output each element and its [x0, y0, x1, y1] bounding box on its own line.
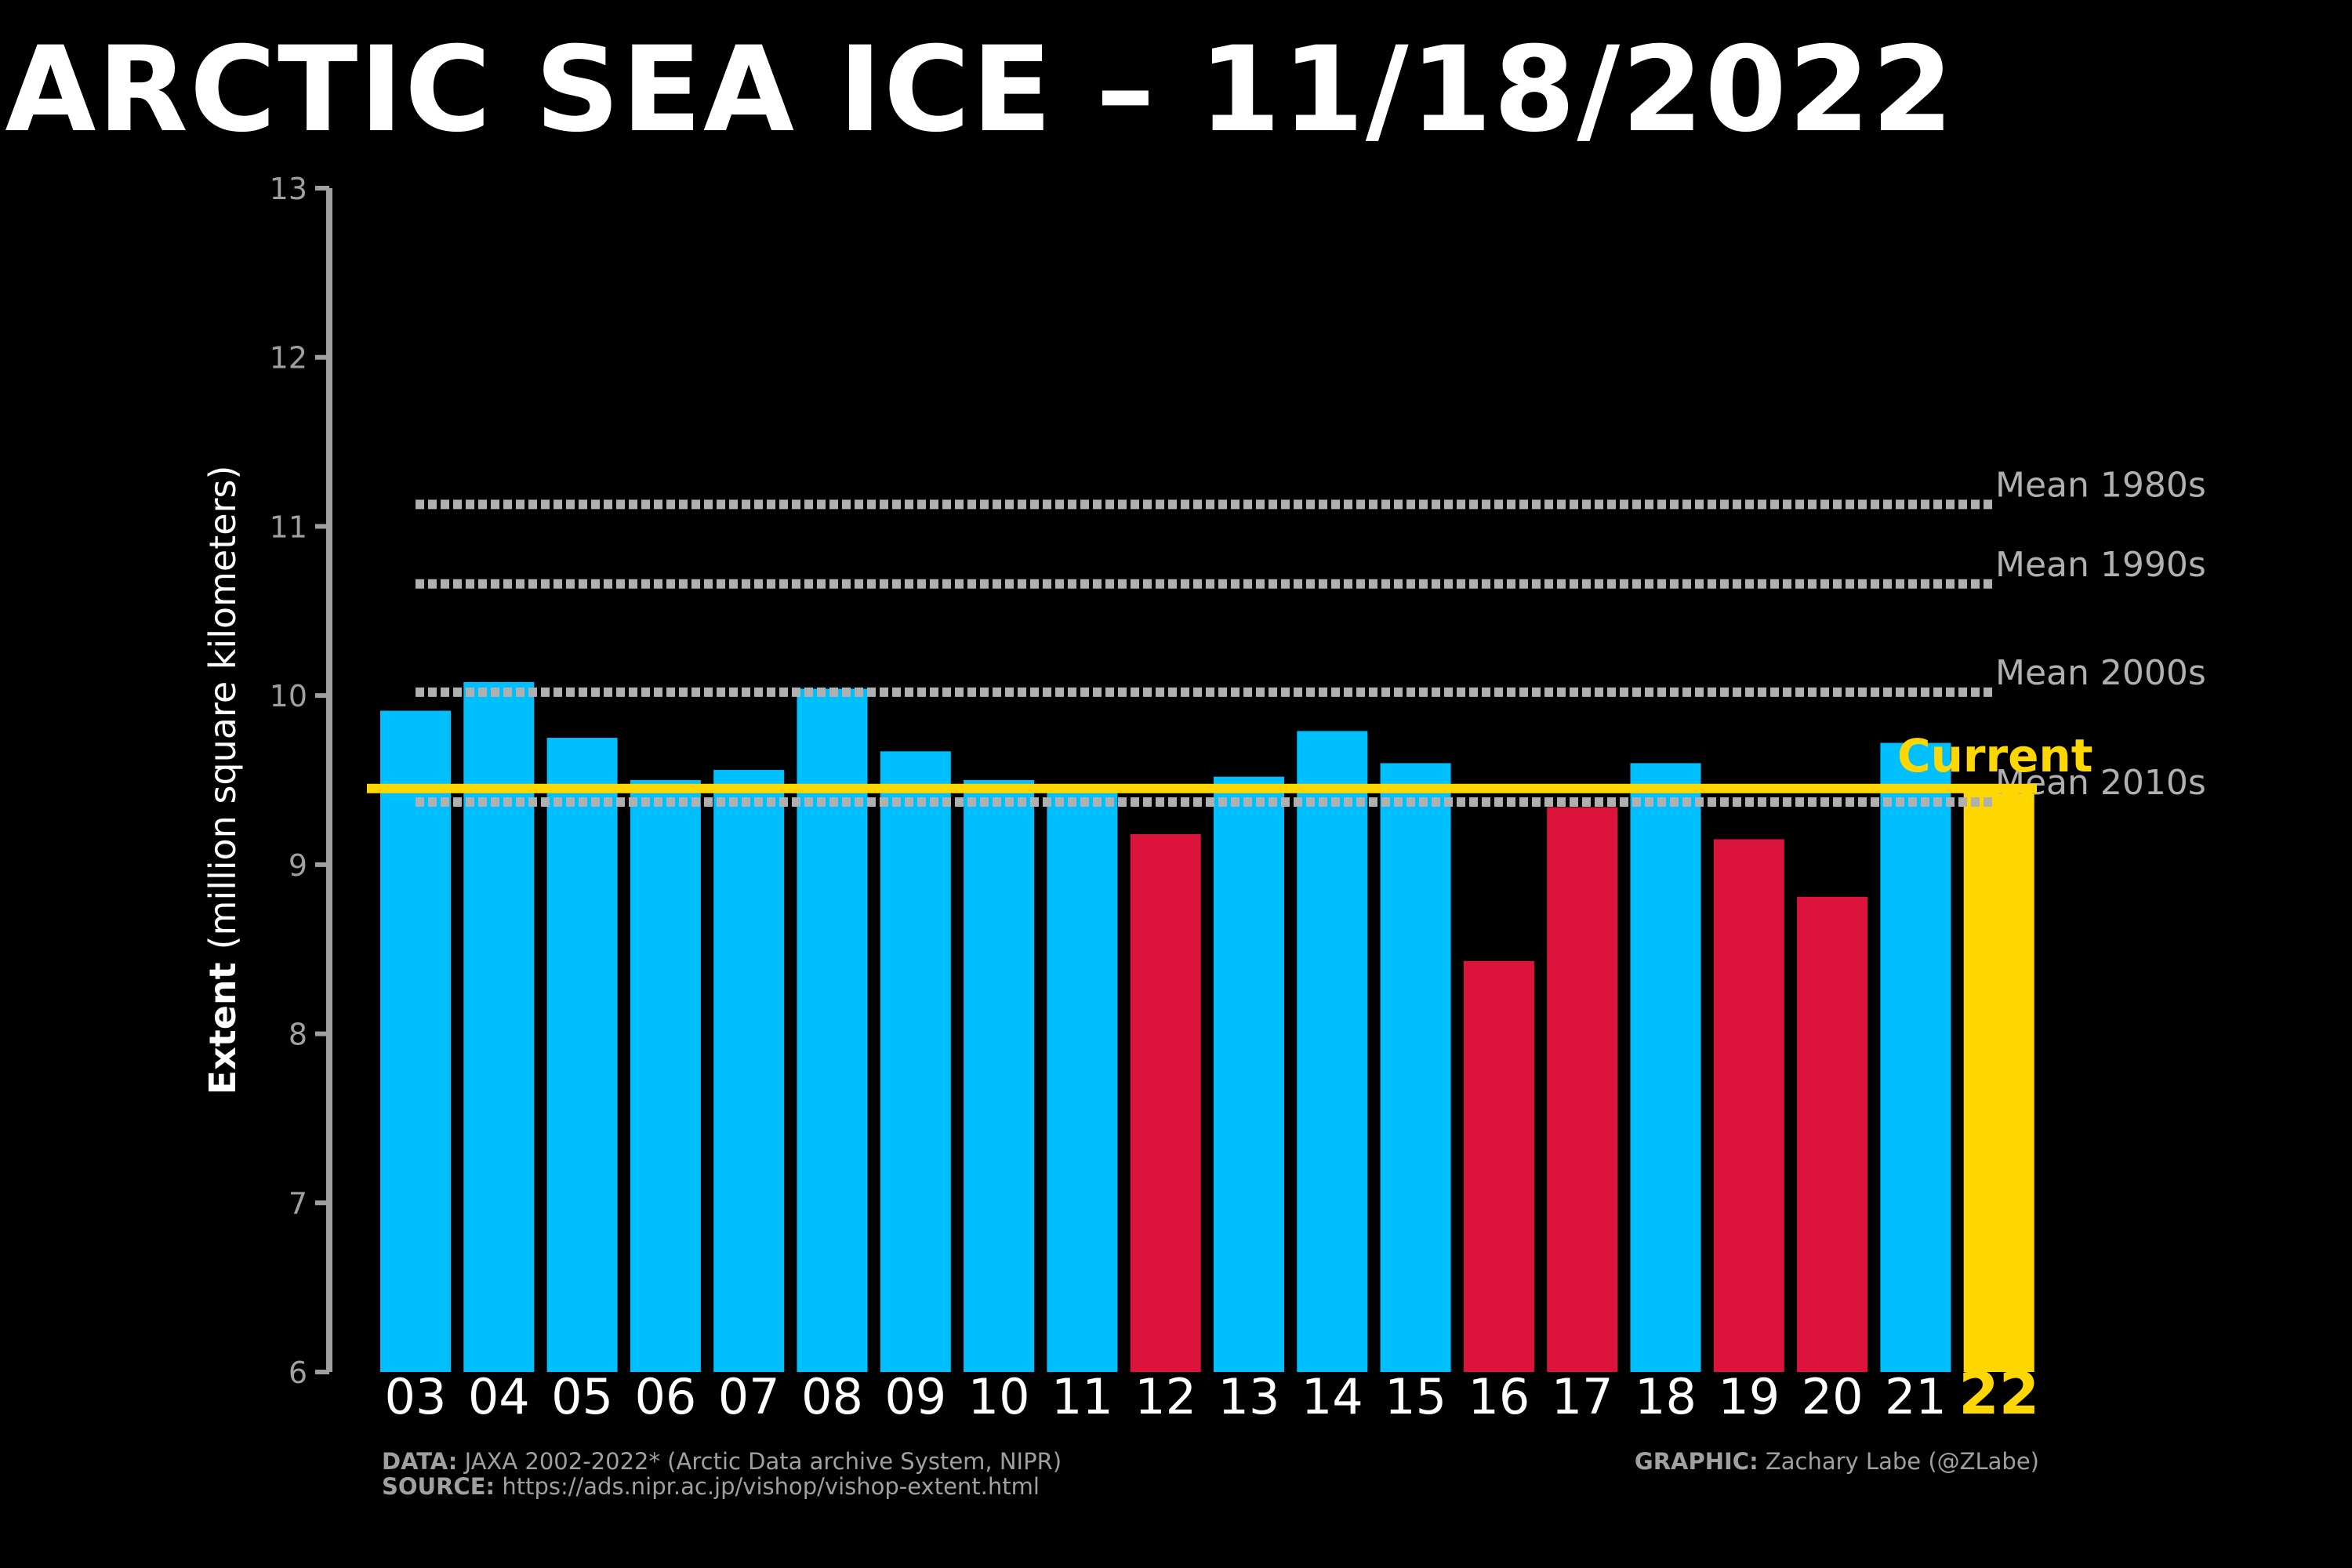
- bar-07: [713, 770, 785, 1372]
- x-tick-label: 03: [385, 1368, 447, 1425]
- y-tick-label: 11: [270, 510, 307, 544]
- x-tick-label: 19: [1718, 1368, 1780, 1425]
- footer-source-label: SOURCE:: [382, 1473, 495, 1500]
- bar-16: [1463, 960, 1534, 1372]
- x-tick-label: 20: [1802, 1368, 1864, 1425]
- x-tick-label: 05: [551, 1368, 613, 1425]
- x-tick-label: 18: [1635, 1368, 1697, 1425]
- y-axis-label-bold: Extent: [201, 949, 244, 1094]
- y-tick-label: 9: [289, 848, 307, 883]
- bar-05: [546, 738, 618, 1372]
- reference-label: Mean 1980s: [1995, 465, 2206, 505]
- x-tick-label: 09: [884, 1368, 946, 1425]
- x-tick-label: 16: [1468, 1368, 1530, 1425]
- x-tick-label: 04: [468, 1368, 530, 1425]
- bar-14: [1297, 731, 1368, 1372]
- y-axis-label: Extent (million square kilometers): [201, 466, 244, 1095]
- y-tick-label: 7: [289, 1186, 307, 1221]
- footer-graphic-text: Zachary Labe (@ZLabe): [1758, 1448, 2039, 1475]
- x-tick-label: 06: [634, 1368, 696, 1425]
- y-tick-label: 13: [270, 172, 307, 206]
- x-tick-label: 21: [1885, 1368, 1947, 1425]
- bar-19: [1713, 839, 1784, 1372]
- bar-15: [1380, 763, 1451, 1372]
- bar-18: [1630, 763, 1701, 1372]
- reference-label: Mean 2000s: [1995, 653, 2206, 693]
- y-tick-label: 6: [289, 1356, 307, 1390]
- bar-03: [380, 710, 451, 1372]
- bar-04: [463, 681, 535, 1372]
- bar-06: [630, 780, 701, 1372]
- x-tick-label: 11: [1051, 1368, 1113, 1425]
- x-tick-label: 22: [1958, 1360, 2039, 1428]
- footer-source: SOURCE: https://ads.nipr.ac.jp/vishop/vi…: [382, 1475, 1040, 1498]
- footer-source-text: https://ads.nipr.ac.jp/vishop/vishop-ext…: [495, 1473, 1040, 1500]
- x-tick-label: 13: [1218, 1368, 1280, 1425]
- y-tick-label: 12: [270, 341, 307, 376]
- y-tick-label: 8: [289, 1018, 307, 1052]
- x-tick-label: 07: [718, 1368, 780, 1425]
- footer-data: DATA: JAXA 2002-2022* (Arctic Data archi…: [382, 1450, 1062, 1473]
- bar-10: [964, 780, 1035, 1372]
- x-tick-label: 08: [801, 1368, 863, 1425]
- footer-data-text: JAXA 2002-2022* (Arctic Data archive Sys…: [457, 1448, 1062, 1475]
- bar-17: [1547, 807, 1618, 1372]
- x-tick-label: 10: [968, 1368, 1030, 1425]
- x-tick-label: 17: [1552, 1368, 1613, 1425]
- x-tick-label: 12: [1134, 1368, 1196, 1425]
- reference-label: Mean 1990s: [1995, 545, 2206, 585]
- current-label: Current: [1897, 729, 2092, 782]
- y-axis-label-rest: (million square kilometers): [201, 466, 244, 950]
- footer-graphic-label: GRAPHIC:: [1634, 1448, 1759, 1475]
- footer-data-label: DATA:: [382, 1448, 458, 1475]
- bar-22: [1963, 788, 2034, 1372]
- bar-13: [1214, 776, 1284, 1372]
- bar-20: [1797, 896, 1868, 1372]
- bar-11: [1047, 788, 1118, 1372]
- y-tick-label: 10: [270, 679, 307, 713]
- x-tick-label: 15: [1385, 1368, 1446, 1425]
- bar-09: [880, 751, 951, 1372]
- chart-title: ARCTIC SEA ICE – 11/18/2022: [5, 22, 1955, 158]
- bar-12: [1130, 834, 1201, 1372]
- bar-21: [1880, 742, 1951, 1372]
- x-tick-label: 14: [1301, 1368, 1363, 1425]
- footer-graphic: GRAPHIC: Zachary Labe (@ZLabe): [1635, 1450, 2039, 1473]
- reference-label: Mean 2010s: [1995, 763, 2206, 803]
